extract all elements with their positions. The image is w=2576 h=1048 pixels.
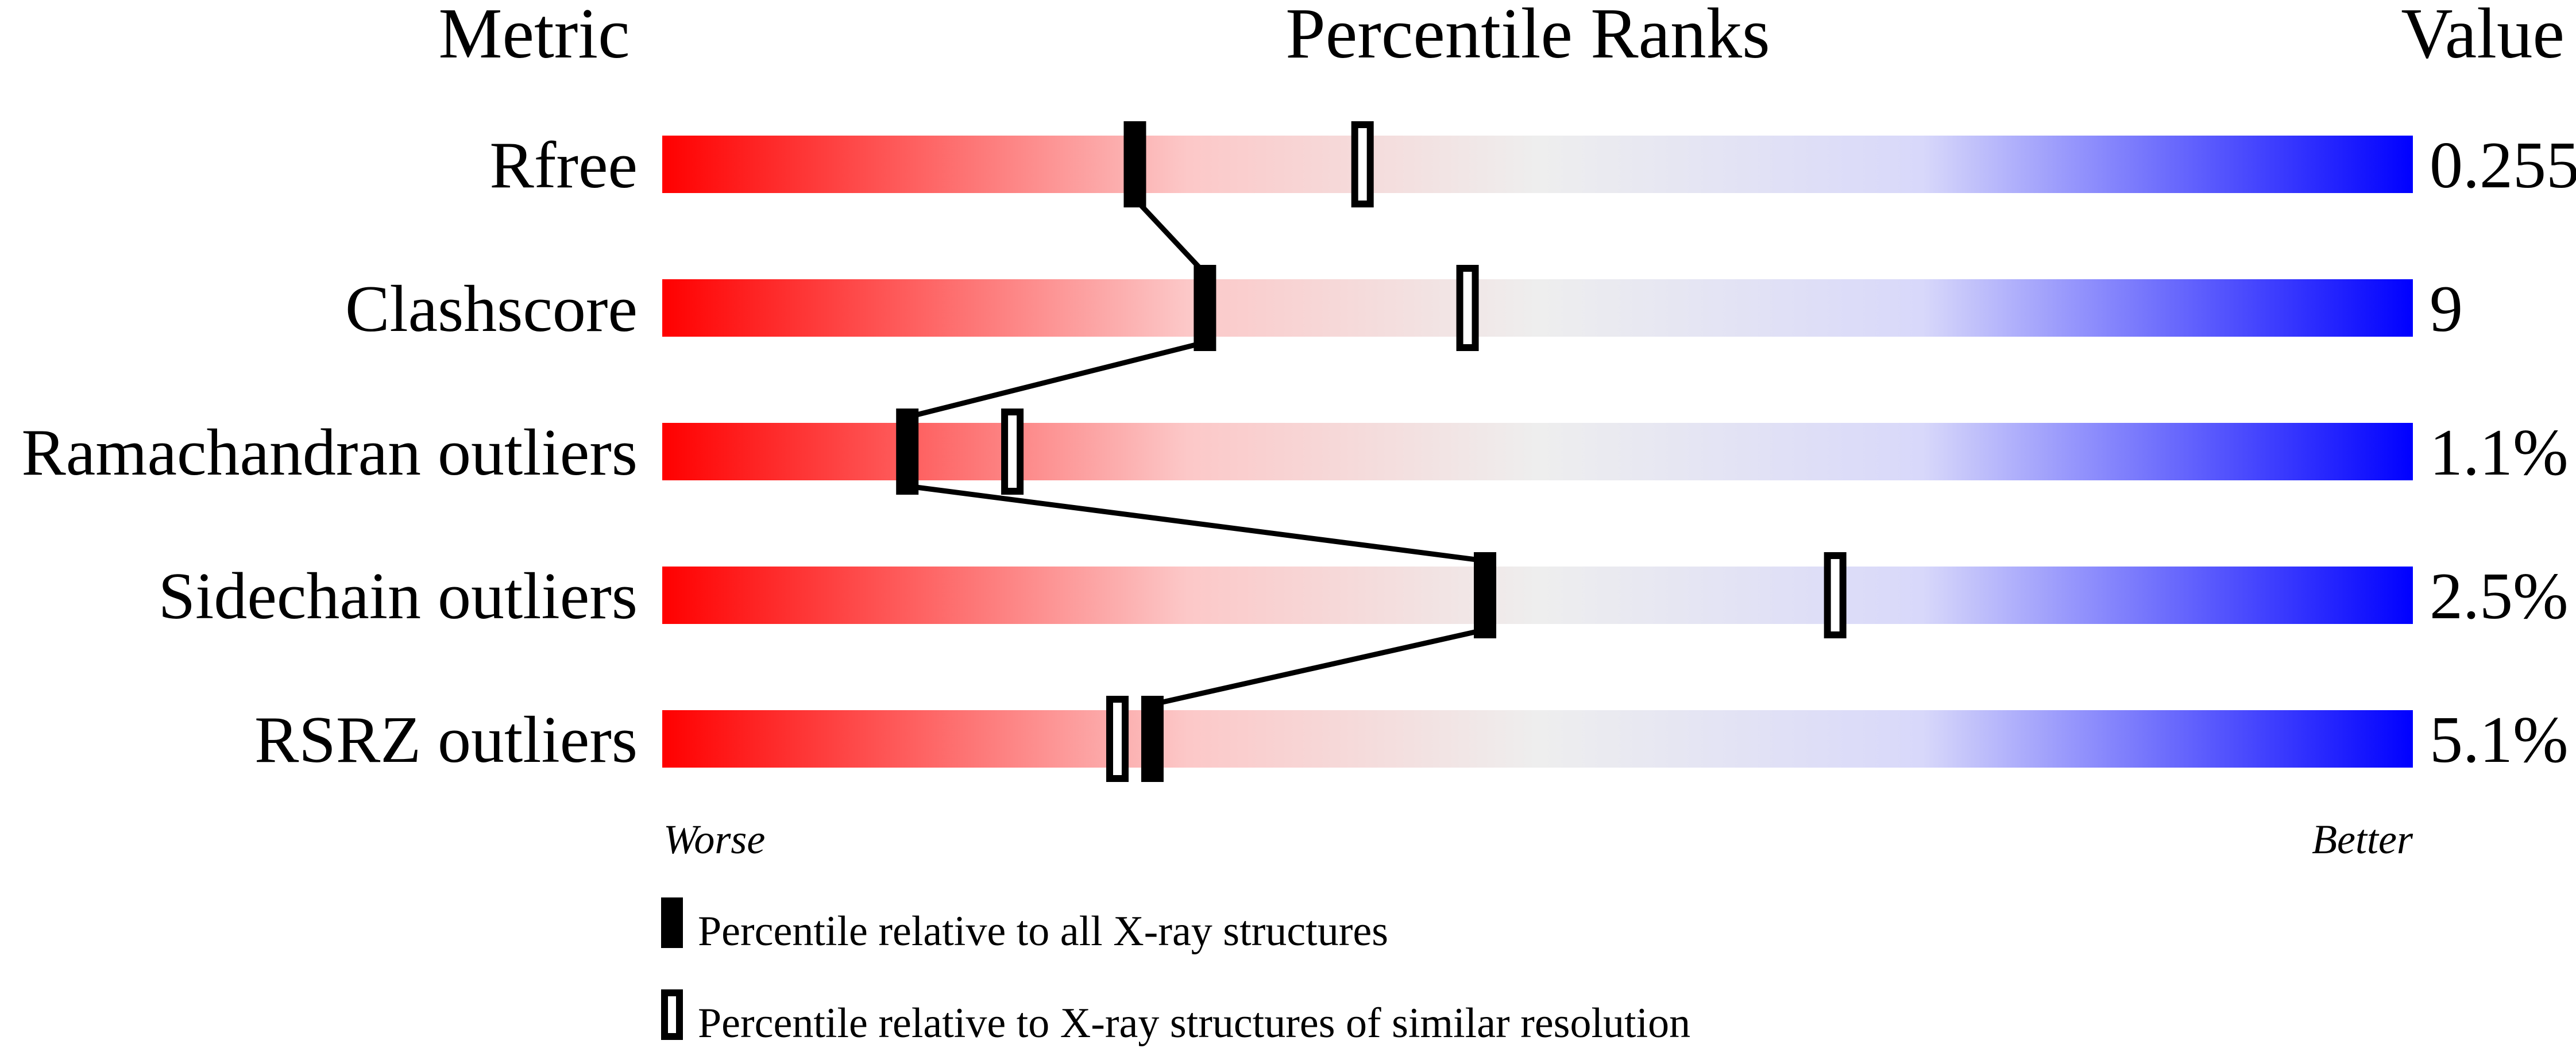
legend-filled-marker: [661, 897, 683, 948]
all-structures-marker: [1474, 552, 1497, 638]
percentile-bar: [662, 136, 2413, 193]
metric-label: Sidechain outliers: [159, 560, 638, 633]
header-value: Value: [2401, 0, 2565, 74]
connector-lines: [906, 196, 1486, 707]
metric-label: Clashscore: [345, 272, 638, 346]
metric-label: Ramachandran outliers: [21, 416, 638, 490]
connector-line: [906, 340, 1206, 420]
metric-value: 0.255: [2430, 129, 2576, 202]
similar-resolution-marker: [1001, 409, 1024, 495]
connector-line: [1152, 627, 1486, 707]
percentile-bar: [662, 710, 2413, 768]
connector-line: [1133, 196, 1207, 276]
metric-row: Sidechain outliers 2.5%: [159, 552, 2569, 638]
metric-row: Clashscore 9: [345, 265, 2463, 351]
metric-value: 1.1%: [2430, 416, 2569, 490]
metric-label: Rfree: [489, 129, 638, 202]
all-structures-marker: [1123, 121, 1146, 207]
all-structures-marker: [1141, 696, 1164, 782]
axis-better-label: Better: [2312, 816, 2413, 862]
all-structures-marker: [1194, 265, 1216, 351]
all-structures-marker: [896, 409, 919, 495]
similar-resolution-marker: [1456, 265, 1479, 351]
legend-open-marker: [661, 989, 683, 1040]
similar-resolution-marker: [1106, 696, 1129, 782]
percentile-bar: [662, 423, 2413, 480]
rows: Rfree 0.255 Clashscore 9 Ramachandran outlie…: [21, 121, 2576, 782]
metric-label: RSRZ outliers: [254, 703, 638, 777]
metric-row: RSRZ outliers 5.1%: [254, 696, 2569, 782]
metric-row: Rfree 0.255: [489, 121, 2576, 207]
axis-worse-label: Worse: [663, 816, 765, 862]
metric-row: Ramachandran outliers 1.1%: [21, 409, 2569, 495]
percentile-bar: [662, 279, 2413, 337]
metric-value: 2.5%: [2430, 560, 2569, 633]
similar-resolution-marker: [1351, 121, 1374, 207]
header-percentile-ranks: Percentile Ranks: [1285, 0, 1770, 74]
connector-line: [907, 483, 1486, 564]
metric-value: 5.1%: [2430, 703, 2569, 777]
legend-all-label: Percentile relative to all X-ray structu…: [698, 908, 1388, 955]
header-metric: Metric: [438, 0, 629, 74]
similar-resolution-marker: [1824, 552, 1847, 638]
legend-similar-label: Percentile relative to X-ray structures …: [698, 1000, 1690, 1047]
metric-value: 9: [2430, 272, 2463, 346]
percentile-bar: [662, 567, 2413, 624]
